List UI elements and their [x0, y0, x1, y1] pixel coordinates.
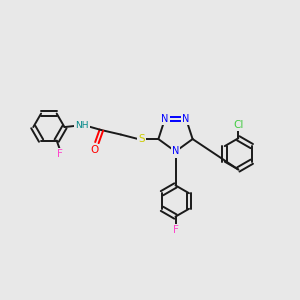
- Text: S: S: [139, 134, 145, 144]
- Text: NH: NH: [75, 121, 88, 130]
- Text: F: F: [57, 149, 63, 159]
- Text: O: O: [90, 145, 98, 155]
- Text: N: N: [182, 114, 190, 124]
- Text: Cl: Cl: [233, 120, 244, 130]
- Text: N: N: [161, 114, 169, 124]
- Text: N: N: [172, 146, 179, 157]
- Text: F: F: [172, 225, 178, 235]
